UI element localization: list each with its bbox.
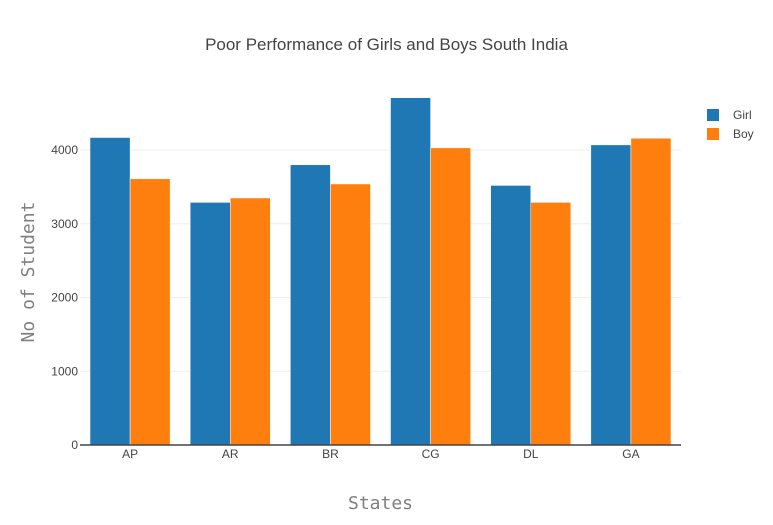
bar-girl-dl[interactable] <box>490 185 531 446</box>
x-tick-label: CG <box>422 447 440 461</box>
x-tick-label: AP <box>122 447 138 461</box>
bar-girl-ga[interactable] <box>590 144 632 446</box>
legend-item-boy[interactable]: Boy <box>707 127 754 141</box>
legend-item-girl[interactable]: Girl <box>707 108 752 122</box>
x-tick-label: BR <box>322 447 339 461</box>
x-tick-label: DL <box>523 447 539 461</box>
legend-swatch <box>707 109 719 121</box>
legend-label: Girl <box>733 108 752 122</box>
gridlines <box>80 149 681 372</box>
y-tick-labels: 0 1000 2000 3000 4000 <box>51 143 78 452</box>
x-tick-label: GA <box>622 447 639 461</box>
bar-boy-ga[interactable] <box>630 138 672 446</box>
bars <box>89 97 672 446</box>
legend-label: Boy <box>733 127 754 141</box>
legend[interactable]: Girl Boy <box>707 108 754 141</box>
y-tick-label: 3000 <box>51 217 78 231</box>
bar-girl-ap[interactable] <box>89 137 131 446</box>
x-tick-label: AR <box>222 447 239 461</box>
bar-girl-cg[interactable] <box>390 97 431 446</box>
bar-boy-cg[interactable] <box>430 147 471 446</box>
chart-title: Poor Performance of Girls and Boys South… <box>205 35 568 54</box>
bar-girl-ar[interactable] <box>189 202 231 446</box>
y-tick-label: 0 <box>71 438 78 452</box>
bar-boy-br[interactable] <box>330 183 371 446</box>
bar-boy-ap[interactable] <box>129 178 171 446</box>
x-tick-labels: AP AR BR CG DL GA <box>122 447 640 461</box>
legend-swatch <box>707 128 719 140</box>
y-tick-label: 4000 <box>51 143 78 157</box>
y-tick-label: 1000 <box>51 364 78 378</box>
x-axis-title: States <box>348 493 413 514</box>
bar-boy-dl[interactable] <box>530 202 572 446</box>
bar-boy-ar[interactable] <box>230 197 271 446</box>
bar-girl-br[interactable] <box>290 164 331 446</box>
y-axis-title: No of Student <box>18 202 39 343</box>
y-tick-label: 2000 <box>51 291 78 305</box>
